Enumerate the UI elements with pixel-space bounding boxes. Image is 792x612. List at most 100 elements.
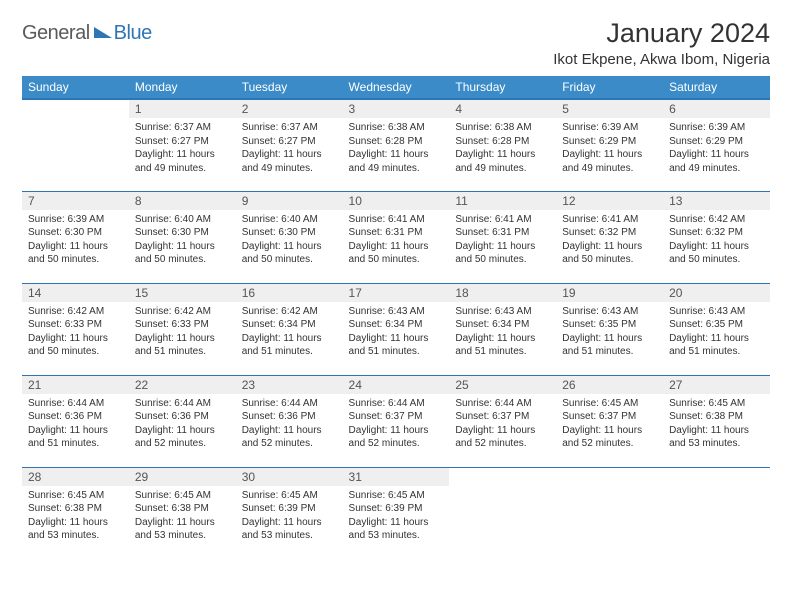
- day-content: Sunrise: 6:43 AMSunset: 6:35 PMDaylight:…: [556, 302, 663, 363]
- sunset-text: Sunset: 6:37 PM: [455, 410, 550, 424]
- day-number: 7: [22, 191, 129, 210]
- sunrise-text: Sunrise: 6:45 AM: [349, 489, 444, 503]
- sunset-text: Sunset: 6:29 PM: [562, 135, 657, 149]
- daylight-text: Daylight: 11 hours and 50 minutes.: [242, 240, 337, 267]
- day-content: Sunrise: 6:42 AMSunset: 6:32 PMDaylight:…: [663, 210, 770, 271]
- calendar-day-cell: [663, 467, 770, 559]
- calendar-week-row: 14Sunrise: 6:42 AMSunset: 6:33 PMDayligh…: [22, 283, 770, 375]
- logo: General Blue: [22, 22, 152, 45]
- day-content: Sunrise: 6:45 AMSunset: 6:37 PMDaylight:…: [556, 394, 663, 455]
- logo-text-general: General: [22, 22, 90, 45]
- calendar-day-cell: 27Sunrise: 6:45 AMSunset: 6:38 PMDayligh…: [663, 375, 770, 467]
- sunrise-text: Sunrise: 6:45 AM: [242, 489, 337, 503]
- calendar-day-cell: 23Sunrise: 6:44 AMSunset: 6:36 PMDayligh…: [236, 375, 343, 467]
- sunset-text: Sunset: 6:39 PM: [349, 502, 444, 516]
- day-number: [22, 99, 129, 104]
- daylight-text: Daylight: 11 hours and 53 minutes.: [242, 516, 337, 543]
- calendar-day-cell: 15Sunrise: 6:42 AMSunset: 6:33 PMDayligh…: [129, 283, 236, 375]
- day-number: 25: [449, 375, 556, 394]
- daylight-text: Daylight: 11 hours and 50 minutes.: [455, 240, 550, 267]
- day-content: Sunrise: 6:42 AMSunset: 6:34 PMDaylight:…: [236, 302, 343, 363]
- calendar-body: 1Sunrise: 6:37 AMSunset: 6:27 PMDaylight…: [22, 99, 770, 559]
- sunrise-text: Sunrise: 6:42 AM: [669, 213, 764, 227]
- day-content: Sunrise: 6:39 AMSunset: 6:29 PMDaylight:…: [556, 118, 663, 179]
- calendar-day-cell: 29Sunrise: 6:45 AMSunset: 6:38 PMDayligh…: [129, 467, 236, 559]
- calendar-day-cell: 30Sunrise: 6:45 AMSunset: 6:39 PMDayligh…: [236, 467, 343, 559]
- month-title: January 2024: [553, 18, 770, 49]
- calendar-day-cell: 26Sunrise: 6:45 AMSunset: 6:37 PMDayligh…: [556, 375, 663, 467]
- daylight-text: Daylight: 11 hours and 52 minutes.: [242, 424, 337, 451]
- day-number: 27: [663, 375, 770, 394]
- sunrise-text: Sunrise: 6:42 AM: [135, 305, 230, 319]
- sunrise-text: Sunrise: 6:40 AM: [242, 213, 337, 227]
- sunset-text: Sunset: 6:33 PM: [28, 318, 123, 332]
- day-number: 13: [663, 191, 770, 210]
- sunrise-text: Sunrise: 6:44 AM: [28, 397, 123, 411]
- day-content: Sunrise: 6:45 AMSunset: 6:38 PMDaylight:…: [129, 486, 236, 547]
- daylight-text: Daylight: 11 hours and 52 minutes.: [562, 424, 657, 451]
- sunrise-text: Sunrise: 6:44 AM: [455, 397, 550, 411]
- day-content: Sunrise: 6:38 AMSunset: 6:28 PMDaylight:…: [343, 118, 450, 179]
- calendar-day-cell: 18Sunrise: 6:43 AMSunset: 6:34 PMDayligh…: [449, 283, 556, 375]
- daylight-text: Daylight: 11 hours and 49 minutes.: [562, 148, 657, 175]
- day-number: 26: [556, 375, 663, 394]
- sunset-text: Sunset: 6:33 PM: [135, 318, 230, 332]
- sunrise-text: Sunrise: 6:45 AM: [135, 489, 230, 503]
- day-content: Sunrise: 6:37 AMSunset: 6:27 PMDaylight:…: [129, 118, 236, 179]
- calendar-day-cell: 28Sunrise: 6:45 AMSunset: 6:38 PMDayligh…: [22, 467, 129, 559]
- calendar-day-cell: 21Sunrise: 6:44 AMSunset: 6:36 PMDayligh…: [22, 375, 129, 467]
- sunrise-text: Sunrise: 6:43 AM: [349, 305, 444, 319]
- sunrise-text: Sunrise: 6:38 AM: [455, 121, 550, 135]
- daylight-text: Daylight: 11 hours and 51 minutes.: [349, 332, 444, 359]
- sunset-text: Sunset: 6:35 PM: [562, 318, 657, 332]
- calendar-day-cell: [449, 467, 556, 559]
- calendar-day-cell: 24Sunrise: 6:44 AMSunset: 6:37 PMDayligh…: [343, 375, 450, 467]
- day-number: 29: [129, 467, 236, 486]
- daylight-text: Daylight: 11 hours and 52 minutes.: [455, 424, 550, 451]
- sunrise-text: Sunrise: 6:43 AM: [669, 305, 764, 319]
- calendar-day-cell: [556, 467, 663, 559]
- daylight-text: Daylight: 11 hours and 50 minutes.: [669, 240, 764, 267]
- calendar-page: General Blue January 2024 Ikot Ekpene, A…: [0, 0, 792, 569]
- day-number: 9: [236, 191, 343, 210]
- sunrise-text: Sunrise: 6:45 AM: [562, 397, 657, 411]
- day-content: Sunrise: 6:44 AMSunset: 6:36 PMDaylight:…: [22, 394, 129, 455]
- sunset-text: Sunset: 6:28 PM: [349, 135, 444, 149]
- day-number: 30: [236, 467, 343, 486]
- daylight-text: Daylight: 11 hours and 49 minutes.: [455, 148, 550, 175]
- daylight-text: Daylight: 11 hours and 50 minutes.: [135, 240, 230, 267]
- day-number: 24: [343, 375, 450, 394]
- day-number: 6: [663, 99, 770, 118]
- day-number: 3: [343, 99, 450, 118]
- daylight-text: Daylight: 11 hours and 49 minutes.: [349, 148, 444, 175]
- sunset-text: Sunset: 6:32 PM: [669, 226, 764, 240]
- weekday-header: Wednesday: [343, 76, 450, 99]
- calendar-day-cell: 3Sunrise: 6:38 AMSunset: 6:28 PMDaylight…: [343, 99, 450, 191]
- sunset-text: Sunset: 6:27 PM: [242, 135, 337, 149]
- sunset-text: Sunset: 6:38 PM: [135, 502, 230, 516]
- day-number: 10: [343, 191, 450, 210]
- day-number: 17: [343, 283, 450, 302]
- sunset-text: Sunset: 6:29 PM: [669, 135, 764, 149]
- weekday-header: Sunday: [22, 76, 129, 99]
- logo-text-blue: Blue: [114, 22, 152, 45]
- calendar-week-row: 28Sunrise: 6:45 AMSunset: 6:38 PMDayligh…: [22, 467, 770, 559]
- sunset-text: Sunset: 6:36 PM: [28, 410, 123, 424]
- sunrise-text: Sunrise: 6:43 AM: [455, 305, 550, 319]
- daylight-text: Daylight: 11 hours and 52 minutes.: [135, 424, 230, 451]
- calendar-day-cell: 13Sunrise: 6:42 AMSunset: 6:32 PMDayligh…: [663, 191, 770, 283]
- day-number: 4: [449, 99, 556, 118]
- day-content: Sunrise: 6:45 AMSunset: 6:39 PMDaylight:…: [236, 486, 343, 547]
- day-number: 2: [236, 99, 343, 118]
- daylight-text: Daylight: 11 hours and 50 minutes.: [28, 332, 123, 359]
- daylight-text: Daylight: 11 hours and 51 minutes.: [455, 332, 550, 359]
- calendar-day-cell: 7Sunrise: 6:39 AMSunset: 6:30 PMDaylight…: [22, 191, 129, 283]
- day-content: Sunrise: 6:45 AMSunset: 6:38 PMDaylight:…: [663, 394, 770, 455]
- calendar-table: Sunday Monday Tuesday Wednesday Thursday…: [22, 76, 770, 559]
- calendar-week-row: 21Sunrise: 6:44 AMSunset: 6:36 PMDayligh…: [22, 375, 770, 467]
- daylight-text: Daylight: 11 hours and 51 minutes.: [242, 332, 337, 359]
- sunrise-text: Sunrise: 6:40 AM: [135, 213, 230, 227]
- day-number: 5: [556, 99, 663, 118]
- weekday-header-row: Sunday Monday Tuesday Wednesday Thursday…: [22, 76, 770, 99]
- day-number: 15: [129, 283, 236, 302]
